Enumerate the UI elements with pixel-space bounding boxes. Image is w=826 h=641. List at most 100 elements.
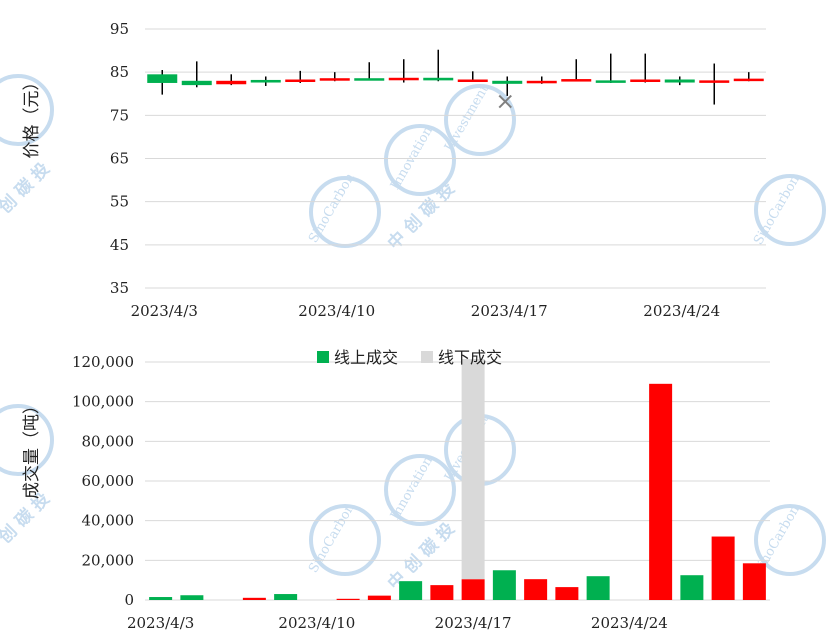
watermark-ring [754,504,826,576]
watermark-text: Innovation [388,123,436,192]
volume-bars [149,359,766,600]
candle [216,74,247,86]
candle [595,53,626,83]
volume-bar-group [555,587,579,600]
candle-body [423,77,454,81]
volume-bar-online [242,597,266,600]
candle [354,62,385,81]
price-y-tick: 55 [110,193,129,211]
volume-bar-group [336,598,360,600]
price-x-tick-labels: 2023/4/3 2023/4/10 2023/4/17 2023/4/24 [131,302,721,320]
volume-x-tick: 2023/4/24 [591,614,668,632]
volume-y-tick: 120,000 [72,353,134,371]
candle-body [699,80,730,83]
volume-bar-online [586,576,610,600]
volume-bar-online [555,587,579,600]
watermark-ring [754,174,826,246]
candle [561,59,592,82]
watermark-ring [0,74,54,146]
candle-body [630,79,661,83]
watermark-ring [444,84,516,156]
volume-x-tick: 2023/4/3 [127,614,194,632]
volume-bar-online [149,597,173,600]
volume-bar-group [586,576,610,600]
volume-bar-online [399,581,423,600]
volume-bar-chart: 020,00040,00060,00080,000100,000120,000 … [22,348,770,632]
price-candles [147,49,764,105]
price-x-tick: 2023/4/10 [298,302,375,320]
volume-bar-online [649,383,673,600]
candle-body [595,80,626,83]
candle [285,70,316,83]
candle [250,76,281,86]
volume-y-tick: 80,000 [82,432,135,450]
candle [388,59,419,83]
watermark-text: 中 创 碳 投 [0,158,54,233]
watermark-ring [309,176,381,248]
volume-y-tick: 20,000 [82,551,135,569]
volume-y-tick: 0 [124,591,134,609]
volume-bar-group [242,597,266,600]
volume-bar-group [524,579,548,600]
candle-body [526,80,557,84]
price-x-tick: 2023/4/3 [131,302,198,320]
candle [181,61,212,88]
volume-bar-group [180,595,204,600]
volume-bar-online [274,594,298,600]
candle [147,70,178,95]
volume-y-tick-labels: 0 20,000 40,000 60,000 80,000 100,000 120,000 [72,353,134,609]
legend-label-online: 线上成交 [334,348,398,367]
candle-body [354,78,385,81]
price-y-tick: 65 [110,150,129,168]
volume-bar-group [711,536,735,600]
volume-bar-online [492,570,516,600]
price-y-tick: 35 [110,279,129,297]
volume-y-tick: 40,000 [82,512,135,530]
candle [699,63,730,105]
volume-bar-offline [461,359,485,580]
price-y-tick-labels: 35 45 55 65 75 85 95 [110,20,129,297]
price-x-tick: 2023/4/17 [471,302,548,320]
candle [733,72,764,82]
volume-gridlines [145,361,770,601]
volume-bar-online [524,579,548,600]
price-gridlines [145,28,766,289]
volume-bar-online [711,536,735,600]
candle-body [561,79,592,82]
price-x-tick: 2023/4/24 [643,302,720,320]
volume-bar-online [680,575,704,600]
watermark-ring [0,404,54,476]
candle-body [319,78,350,81]
volume-x-tick-labels: 2023/4/3 2023/4/10 2023/4/17 2023/4/24 [127,614,668,632]
watermark-ring [384,454,456,526]
price-marker-x [498,94,512,109]
candle-body [388,77,419,81]
price-y-tick: 75 [110,106,129,124]
volume-bar-group [399,581,423,600]
volume-x-tick: 2023/4/17 [435,614,512,632]
candle [492,76,523,96]
watermark-text: Innovation [388,453,436,522]
watermark-text: SinoCarbon [751,172,803,247]
volume-bar-online [367,595,391,600]
volume-y-axis-label: 成交量（吨） [22,397,42,499]
volume-legend: 线上成交 线下成交 [317,348,502,367]
legend-swatch-online [317,351,329,363]
volume-bar-online [430,585,454,600]
legend-label-offline: 线下成交 [438,348,502,367]
volume-bar-group [430,585,454,600]
watermark-ring [384,124,456,196]
price-y-tick: 85 [110,63,129,81]
volume-y-tick: 60,000 [82,472,135,490]
watermark-text: SinoCarbon [306,500,358,575]
candle [526,76,557,84]
price-y-axis-label: 价格（元） [22,74,42,159]
candle [423,49,454,82]
candle-body [216,80,247,85]
candle-body [492,80,523,84]
volume-y-tick: 100,000 [72,393,134,411]
volume-bar-group [742,563,766,600]
candle-body [664,79,695,83]
candle-body [147,74,178,83]
